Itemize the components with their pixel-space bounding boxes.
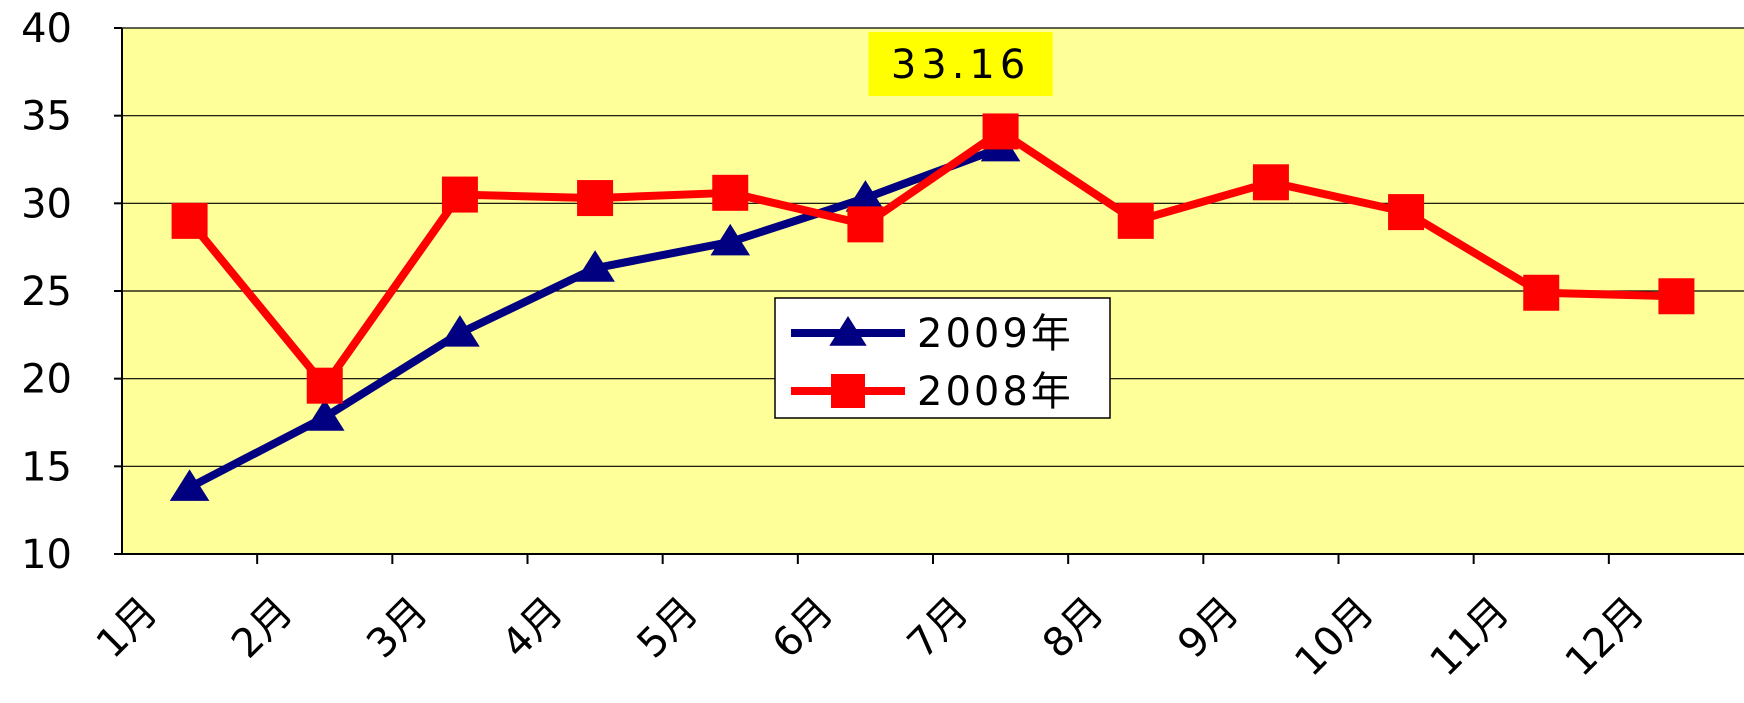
legend-box (774, 297, 1111, 419)
y-tick-label: 30 (21, 181, 72, 227)
x-tick-label: 11月 (1422, 589, 1519, 686)
marker (712, 174, 749, 211)
marker (306, 367, 343, 404)
y-tick-label: 40 (21, 6, 72, 52)
x-tick-label: 10月 (1286, 589, 1383, 686)
marker (1523, 274, 1560, 311)
y-tick-label: 25 (21, 269, 72, 315)
marker (441, 176, 478, 213)
y-tick-label: 20 (21, 357, 72, 403)
marker (440, 315, 480, 347)
y-tick-label: 15 (21, 444, 72, 490)
marker (845, 180, 886, 212)
x-tick-label: 5月 (629, 589, 708, 668)
marker (710, 223, 751, 256)
marker (304, 399, 345, 431)
x-tick-label: 2月 (223, 589, 302, 668)
marker (831, 374, 865, 408)
marker (1252, 164, 1289, 201)
marker (171, 202, 208, 239)
marker (1658, 278, 1695, 315)
legend-label: 2009年 (917, 311, 1074, 357)
x-tick-label: 8月 (1034, 589, 1113, 668)
x-tick-label: 9月 (1169, 589, 1248, 668)
marker (982, 113, 1019, 150)
marker (1117, 202, 1154, 239)
marker (575, 250, 615, 282)
x-tick-label: 3月 (358, 589, 437, 668)
legend-label: 2008年 (917, 369, 1074, 415)
y-tick-label: 10 (21, 532, 72, 578)
x-tick-label: 1月 (88, 589, 167, 668)
x-tick-label: 6月 (764, 589, 843, 668)
x-tick-label: 7月 (899, 589, 978, 668)
marker (829, 316, 867, 346)
x-tick-label: 4月 (493, 589, 572, 668)
marker (1388, 194, 1425, 231)
marker (577, 180, 614, 217)
value-label: 33.16 (891, 42, 1031, 88)
marker (847, 206, 884, 243)
series-line (186, 127, 1677, 390)
y-tick-label: 35 (21, 94, 72, 140)
value-label-box (868, 32, 1053, 96)
x-tick-label: 12月 (1557, 589, 1654, 686)
marker (169, 469, 210, 501)
